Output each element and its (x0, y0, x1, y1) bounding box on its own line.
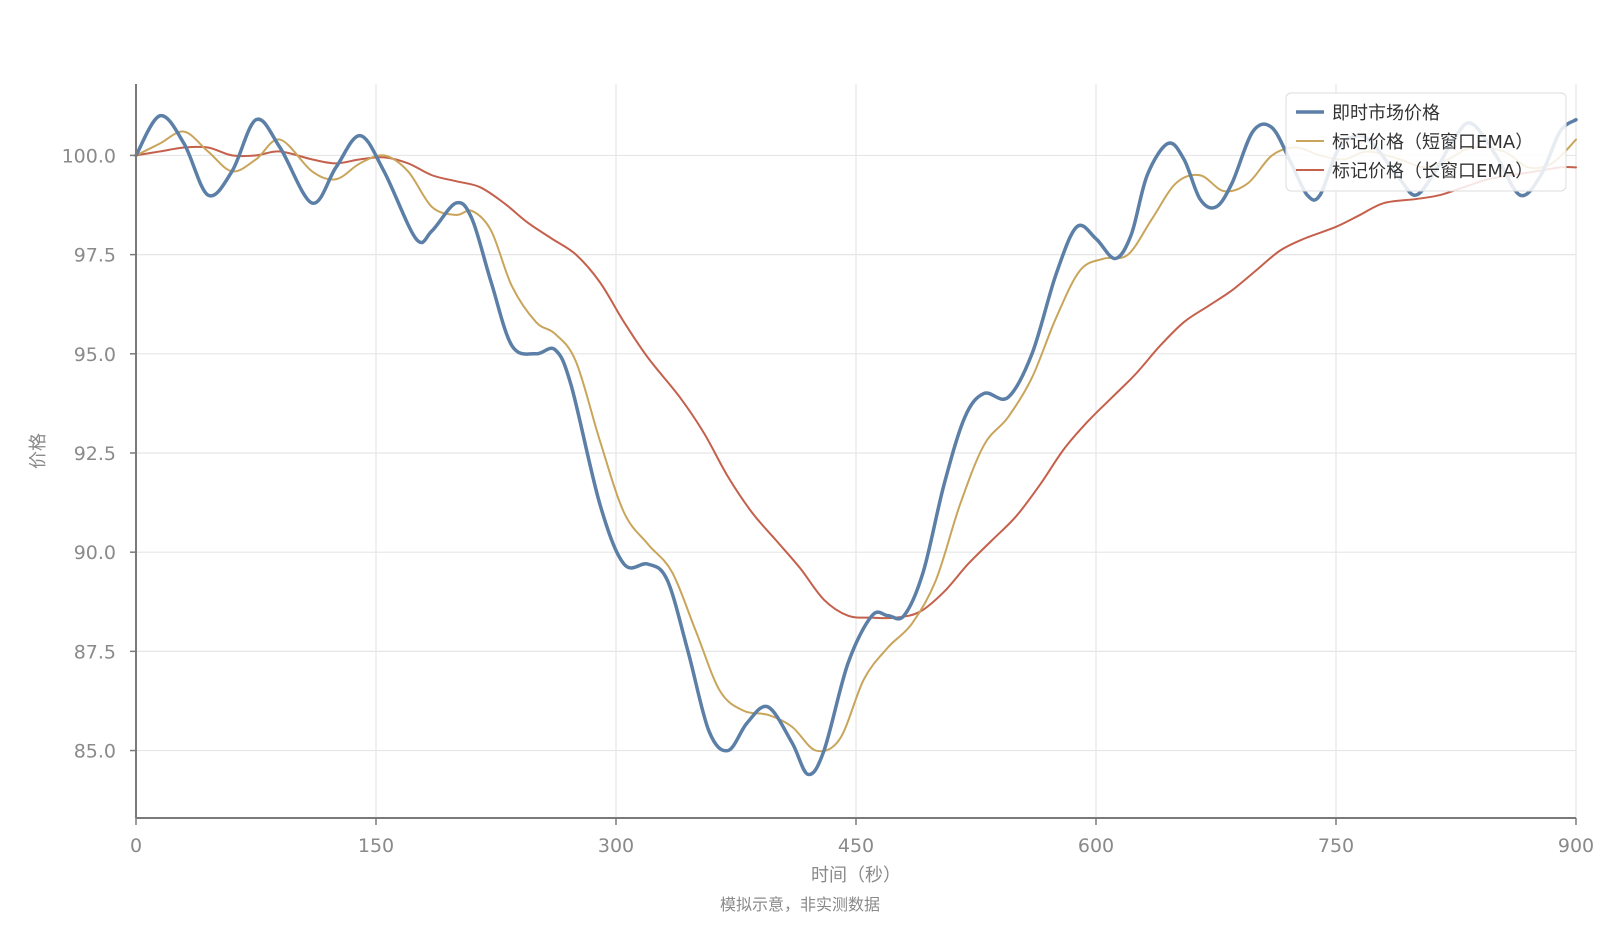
x-tick-label: 900 (1558, 835, 1594, 857)
legend-label-market: 即时市场价格 (1332, 103, 1440, 124)
y-tick-label: 90.0 (74, 542, 116, 564)
y-tick-label: 87.5 (74, 641, 116, 663)
y-tick-label: 97.5 (74, 245, 116, 267)
y-ticks: 85.0 87.5 90.0 92.5 95.0 97.5 100.0 (62, 145, 136, 763)
legend: 即时市场价格 标记价格（短窗口EMA） 标记价格（长窗口EMA） (1285, 92, 1567, 192)
gridlines (135, 84, 1577, 818)
x-axis-title: 时间（秒） (811, 865, 901, 886)
y-tick-label: 92.5 (74, 443, 116, 465)
y-tick-label: 85.0 (74, 741, 116, 763)
y-tick-label: 95.0 (74, 344, 116, 366)
series-line-long-ema (135, 145, 1577, 620)
footnote: 模拟示意，非实测数据 (720, 895, 880, 914)
x-tick-label: 150 (358, 835, 394, 857)
legend-label-long-ema: 标记价格（长窗口EMA） (1332, 161, 1533, 182)
y-tick-label: 100.0 (62, 145, 116, 167)
x-ticks: 0 150 300 450 600 750 900 (130, 818, 1594, 857)
y-axis-title: 价格 (28, 433, 49, 469)
legend-label-short-ema: 标记价格（短窗口EMA） (1332, 132, 1533, 153)
x-tick-label: 750 (1318, 835, 1354, 857)
legend-box (1285, 92, 1567, 192)
x-tick-label: 300 (598, 835, 634, 857)
x-tick-label: 0 (130, 835, 142, 857)
x-tick-label: 450 (838, 835, 874, 857)
x-tick-label: 600 (1078, 835, 1114, 857)
